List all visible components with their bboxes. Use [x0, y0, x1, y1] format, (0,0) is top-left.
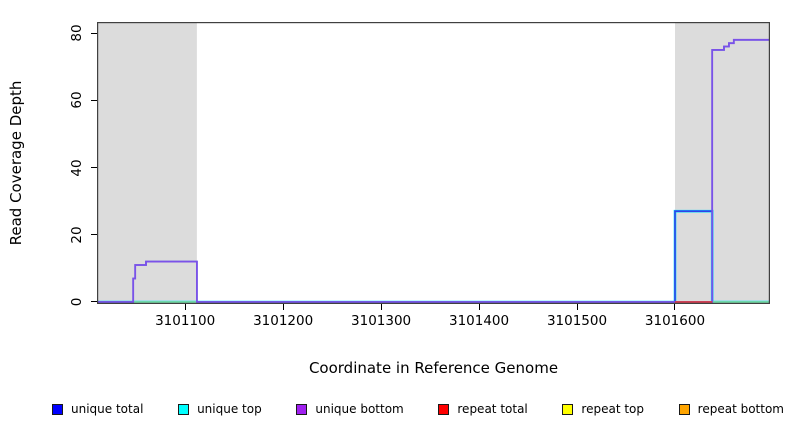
legend: unique total unique top unique bottom repea… [52, 401, 784, 417]
legend-swatch-icon [678, 403, 690, 415]
x-tick [674, 304, 676, 310]
legend-item: repeat total [438, 402, 528, 416]
y-tick-label: 60 [69, 91, 85, 109]
legend-item: unique total [52, 402, 143, 416]
y-tick [91, 301, 97, 303]
x-tick-label: 3101300 [351, 313, 412, 329]
legend-label: unique top [197, 402, 262, 416]
series-unique-bottom [97, 38, 770, 303]
plot-frame [97, 22, 770, 304]
x-tick [380, 304, 382, 310]
y-axis-label: Read Coverage Depth [7, 80, 25, 246]
left-shaded-region [97, 22, 197, 302]
x-tick [478, 304, 480, 310]
legend-swatch-icon [296, 403, 308, 415]
x-tick-label: 3101400 [448, 313, 510, 329]
legend-label: repeat total [457, 402, 528, 416]
right-shaded-region [675, 22, 770, 302]
x-tick [576, 304, 578, 310]
x-tick-label: 3101600 [644, 313, 706, 329]
legend-label: repeat top [581, 402, 645, 416]
legend-swatch-icon [178, 403, 190, 415]
legend-item: repeat bottom [678, 402, 784, 416]
x-tick [282, 304, 284, 310]
series-unique-top [97, 209, 770, 304]
x-tick-label: 3101100 [155, 313, 216, 329]
x-tick [184, 304, 186, 310]
y-tick-label: 20 [69, 226, 85, 244]
y-tick-label: 40 [69, 158, 85, 177]
x-tick-label: 3101500 [546, 313, 608, 329]
legend-label: unique bottom [315, 402, 404, 416]
legend-label: unique total [71, 402, 144, 416]
legend-swatch-icon [52, 403, 63, 415]
legend-swatch-icon [438, 403, 450, 415]
y-tick-label: 0 [69, 297, 85, 307]
legend-item: unique top [178, 402, 262, 416]
series-unique-total [97, 38, 770, 303]
legend-label: repeat bottom [697, 402, 784, 416]
y-tick [91, 32, 97, 34]
y-tick [91, 167, 97, 169]
x-tick-label: 3101200 [253, 313, 314, 329]
legend-item: unique bottom [296, 402, 404, 416]
y-tick [91, 234, 97, 236]
plot-area [97, 22, 770, 304]
y-tick [91, 99, 97, 101]
legend-item: repeat top [562, 402, 644, 416]
legend-swatch-icon [562, 403, 574, 415]
y-tick-label: 80 [69, 24, 85, 42]
x-axis-label: Coordinate in Reference Genome [308, 359, 559, 377]
